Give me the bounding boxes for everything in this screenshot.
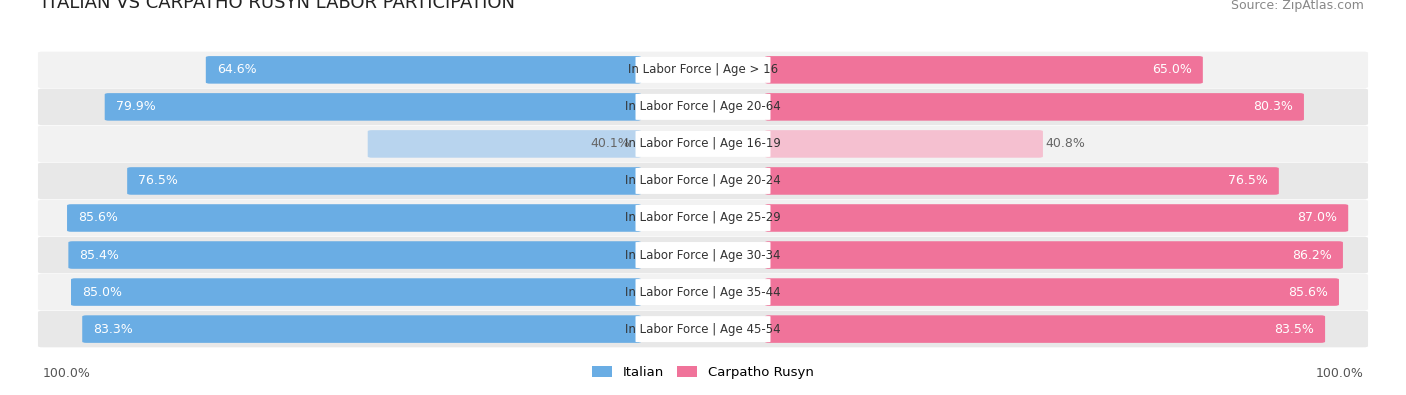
Text: 86.2%: 86.2% (1292, 248, 1331, 261)
Text: 40.1%: 40.1% (591, 137, 630, 150)
Text: 85.6%: 85.6% (79, 211, 118, 224)
Text: 100.0%: 100.0% (1316, 367, 1364, 380)
Text: In Labor Force | Age 35-44: In Labor Force | Age 35-44 (626, 286, 780, 299)
Text: In Labor Force | Age 25-29: In Labor Force | Age 25-29 (626, 211, 780, 224)
Text: 85.4%: 85.4% (80, 248, 120, 261)
Text: In Labor Force | Age 20-24: In Labor Force | Age 20-24 (626, 175, 780, 188)
Text: 76.5%: 76.5% (138, 175, 179, 188)
Text: In Labor Force | Age 16-19: In Labor Force | Age 16-19 (626, 137, 780, 150)
Text: 85.6%: 85.6% (1288, 286, 1327, 299)
Text: Source: ZipAtlas.com: Source: ZipAtlas.com (1230, 0, 1364, 12)
Text: 79.9%: 79.9% (115, 100, 156, 113)
Text: In Labor Force | Age 45-54: In Labor Force | Age 45-54 (626, 323, 780, 336)
Text: 83.3%: 83.3% (93, 323, 134, 336)
Text: 83.5%: 83.5% (1274, 323, 1313, 336)
Text: In Labor Force | Age 20-64: In Labor Force | Age 20-64 (626, 100, 780, 113)
Text: In Labor Force | Age 30-34: In Labor Force | Age 30-34 (626, 248, 780, 261)
Text: 65.0%: 65.0% (1152, 63, 1192, 76)
Text: 64.6%: 64.6% (217, 63, 257, 76)
Text: In Labor Force | Age > 16: In Labor Force | Age > 16 (628, 63, 778, 76)
Legend: Italian, Carpatho Rusyn: Italian, Carpatho Rusyn (588, 361, 818, 384)
Text: 87.0%: 87.0% (1296, 211, 1337, 224)
Text: 100.0%: 100.0% (42, 367, 90, 380)
Text: 85.0%: 85.0% (83, 286, 122, 299)
Text: 40.8%: 40.8% (1046, 137, 1085, 150)
Text: 76.5%: 76.5% (1227, 175, 1268, 188)
Text: ITALIAN VS CARPATHO RUSYN LABOR PARTICIPATION: ITALIAN VS CARPATHO RUSYN LABOR PARTICIP… (42, 0, 515, 12)
Text: 80.3%: 80.3% (1253, 100, 1292, 113)
